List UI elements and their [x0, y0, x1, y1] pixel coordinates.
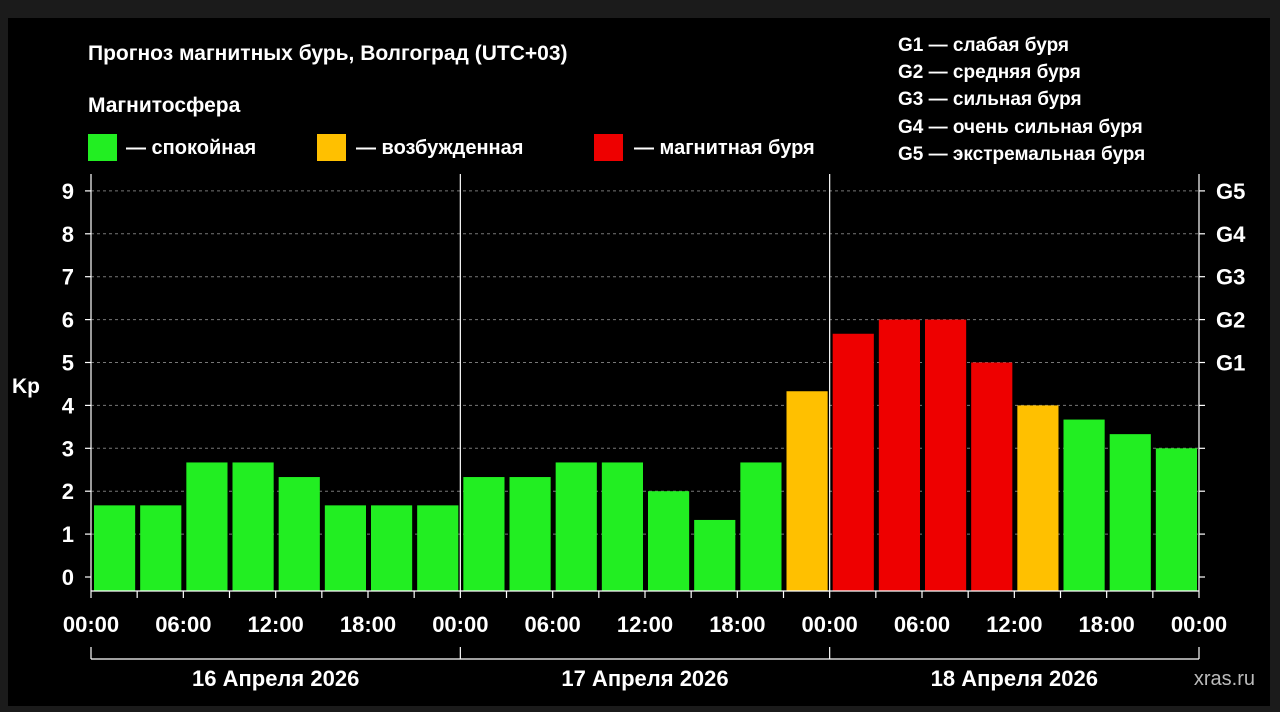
bar	[786, 391, 828, 591]
y-tick-label: 5	[62, 351, 74, 376]
y-tick-label: 1	[62, 522, 74, 547]
y-tick-label: 6	[62, 308, 74, 333]
legend-title: Магнитосфера	[88, 94, 241, 117]
bar	[1017, 405, 1059, 591]
right-tick-label: G3	[1216, 265, 1245, 290]
chart-title: Прогноз магнитных бурь, Волгоград (UTC+0…	[88, 42, 568, 65]
x-tick-label: 18:00	[709, 612, 765, 637]
x-tick-label: 06:00	[155, 612, 211, 637]
storm-level-g4: G4 — очень сильная буря	[898, 117, 1143, 138]
day-label: 17 Апреля 2026	[561, 666, 728, 691]
x-tick-label: 00:00	[802, 612, 858, 637]
bar	[740, 462, 782, 591]
x-tick-label: 06:00	[894, 612, 950, 637]
y-tick-label: 2	[62, 479, 74, 504]
right-tick-label: G2	[1216, 308, 1245, 333]
bar	[1063, 419, 1105, 591]
bar	[371, 505, 413, 591]
bar	[463, 477, 505, 591]
y-tick-label: 8	[62, 222, 74, 247]
y-axis-label: Kp	[12, 375, 40, 398]
bar	[832, 333, 874, 591]
bar	[417, 505, 459, 591]
legend-swatch-active	[317, 134, 346, 161]
bar	[555, 462, 597, 591]
day-label: 16 Апреля 2026	[192, 666, 359, 691]
legend-label-active: — возбужденная	[356, 137, 523, 159]
day-label: 18 Апреля 2026	[931, 666, 1098, 691]
storm-level-g1: G1 — слабая буря	[898, 35, 1069, 56]
x-tick-label: 06:00	[525, 612, 581, 637]
bar	[186, 462, 228, 591]
legend-swatch-quiet	[88, 134, 117, 161]
bar	[232, 462, 274, 591]
storm-level-g2: G2 — средняя буря	[898, 62, 1081, 83]
x-tick-label: 18:00	[340, 612, 396, 637]
y-tick-label: 4	[62, 393, 75, 418]
legend-swatch-storm	[594, 134, 623, 161]
x-tick-label: 18:00	[1079, 612, 1135, 637]
storm-level-g3: G3 — сильная буря	[898, 89, 1082, 110]
watermark: xras.ru	[1194, 668, 1255, 690]
bar	[1109, 434, 1151, 591]
x-tick-label: 12:00	[617, 612, 673, 637]
x-tick-label: 12:00	[248, 612, 304, 637]
x-tick-label: 00:00	[432, 612, 488, 637]
bar	[925, 319, 967, 591]
bar	[278, 477, 320, 591]
bar	[648, 491, 690, 591]
bar	[601, 462, 643, 591]
x-tick-label: 00:00	[1171, 612, 1227, 637]
y-tick-label: 0	[62, 565, 74, 590]
bar	[694, 519, 736, 591]
right-tick-label: G4	[1216, 222, 1246, 247]
legend-label-quiet: — спокойная	[126, 137, 256, 159]
storm-level-g5: G5 — экстремальная буря	[898, 144, 1145, 165]
y-tick-label: 3	[62, 436, 74, 461]
y-tick-label: 7	[62, 265, 74, 290]
bar	[324, 505, 366, 591]
bar	[878, 319, 920, 591]
x-tick-label: 00:00	[63, 612, 119, 637]
bar	[94, 505, 136, 591]
x-tick-label: 12:00	[986, 612, 1042, 637]
right-tick-label: G5	[1216, 179, 1245, 204]
bar	[1155, 448, 1197, 591]
bar	[140, 505, 182, 591]
right-tick-label: G1	[1216, 351, 1245, 376]
bar	[509, 477, 551, 591]
y-tick-label: 9	[62, 179, 74, 204]
legend-label-storm: — магнитная буря	[634, 137, 815, 159]
bar	[971, 362, 1013, 591]
